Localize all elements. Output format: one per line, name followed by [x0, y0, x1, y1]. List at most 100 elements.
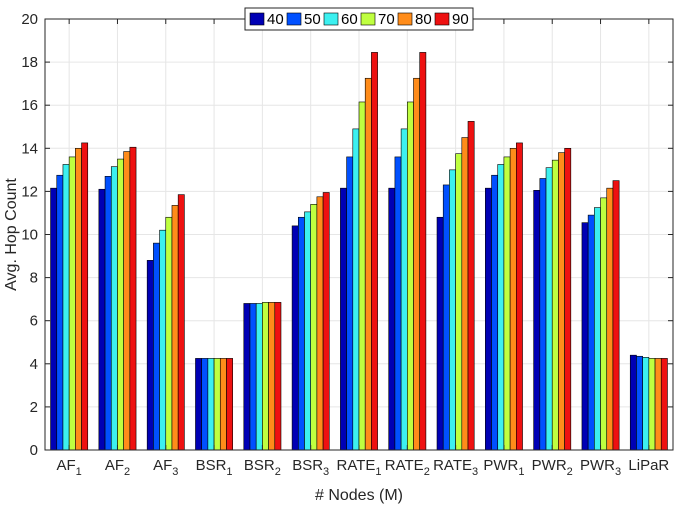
- legend-label: 90: [452, 11, 469, 28]
- y-tick-label: 14: [21, 140, 38, 157]
- y-tick-label: 0: [30, 442, 38, 459]
- bar: [249, 303, 257, 451]
- x-tick-label: RATE2: [385, 457, 430, 478]
- bar: [485, 187, 492, 451]
- legend-label: 40: [267, 11, 284, 28]
- y-tick-label: 6: [30, 313, 38, 330]
- legend-box: [244, 7, 474, 31]
- bar: [516, 142, 523, 451]
- bar: [400, 128, 408, 451]
- x-tick-label: LiPaR: [628, 457, 669, 474]
- legend-label: 50: [304, 11, 321, 28]
- bar: [297, 216, 305, 451]
- bar: [177, 194, 185, 451]
- bar: [654, 358, 662, 451]
- bar: [171, 205, 179, 451]
- bar: [98, 188, 106, 451]
- y-tick-label: 4: [30, 356, 38, 373]
- legend-swatch: [434, 12, 450, 26]
- x-tick-label: RATE3: [433, 457, 478, 478]
- x-tick-label: AF2: [105, 457, 130, 478]
- bar: [564, 148, 572, 451]
- bar: [310, 204, 318, 451]
- x-tick-label: BSR1: [196, 457, 233, 478]
- bar: [455, 153, 463, 451]
- bar: [407, 101, 414, 451]
- legend-swatch: [397, 12, 413, 26]
- bar: [600, 197, 608, 451]
- bar: [539, 178, 547, 451]
- bar: [587, 214, 595, 451]
- x-tick-label: PWR1: [483, 457, 524, 478]
- bar: [503, 156, 511, 451]
- y-tick-label: 12: [21, 183, 38, 200]
- bar: [551, 159, 559, 451]
- bar: [262, 302, 269, 451]
- bar: [461, 137, 469, 451]
- bar: [467, 121, 475, 451]
- bar: [497, 164, 505, 451]
- bar: [340, 187, 347, 451]
- bar: [159, 229, 167, 451]
- bar: [509, 148, 517, 451]
- bar: [268, 302, 276, 451]
- bar: [274, 302, 282, 451]
- bar: [419, 52, 427, 451]
- legend-swatch: [286, 12, 302, 26]
- x-tick-label: AF3: [153, 457, 178, 478]
- y-tick-label: 18: [21, 54, 38, 71]
- bar: [346, 156, 354, 451]
- bar: [201, 358, 209, 451]
- bar: [146, 260, 154, 451]
- legend-swatch: [360, 12, 376, 26]
- bars: [50, 52, 668, 451]
- legend-swatch: [323, 12, 339, 26]
- bar: [436, 216, 444, 451]
- bar: [62, 164, 70, 451]
- bar: [648, 358, 656, 451]
- legend-label: 70: [378, 11, 395, 28]
- bar: [636, 355, 643, 451]
- bar: [129, 146, 137, 451]
- bar: [243, 303, 251, 451]
- bar: [110, 166, 118, 451]
- x-tick-label: BSR3: [292, 457, 329, 478]
- legend-label: 80: [415, 11, 432, 28]
- x-tick-label: PWR2: [532, 457, 573, 478]
- bar: [371, 52, 378, 451]
- bar: [316, 196, 324, 451]
- bar: [291, 225, 299, 451]
- x-axis-label: # Nodes (M): [315, 487, 403, 504]
- bar: [75, 148, 82, 451]
- bar: [358, 101, 366, 451]
- bar: [81, 142, 89, 451]
- bar: [629, 354, 637, 451]
- bar: [213, 358, 221, 451]
- bar: [394, 156, 402, 451]
- bar: [442, 184, 450, 451]
- x-tick-label: BSR2: [244, 457, 281, 478]
- y-tick-label: 8: [30, 270, 38, 287]
- bar: [255, 303, 263, 451]
- bar: [491, 174, 499, 451]
- bar: [117, 158, 124, 451]
- bar: [388, 187, 396, 451]
- bar: [533, 190, 541, 451]
- axis-ticks: 0 2 4 6 8 10 12 14 16 18 20 AF1 AF2 AF3 BSR1 BSR2 BSR3 RA…: [21, 11, 673, 478]
- y-axis-label: Avg. Hop Count: [3, 178, 20, 291]
- bar: [50, 187, 58, 451]
- bar: [545, 167, 553, 451]
- bar: [68, 156, 76, 451]
- bar: [226, 358, 233, 451]
- bar: [165, 216, 173, 451]
- legend-label: 60: [341, 11, 358, 28]
- x-tick-label: PWR3: [580, 457, 621, 478]
- bar: [56, 174, 64, 451]
- bar: [558, 152, 565, 451]
- y-tick-label: 16: [21, 97, 38, 114]
- bar: [581, 222, 589, 451]
- bar: [219, 358, 227, 451]
- bar: [364, 77, 372, 451]
